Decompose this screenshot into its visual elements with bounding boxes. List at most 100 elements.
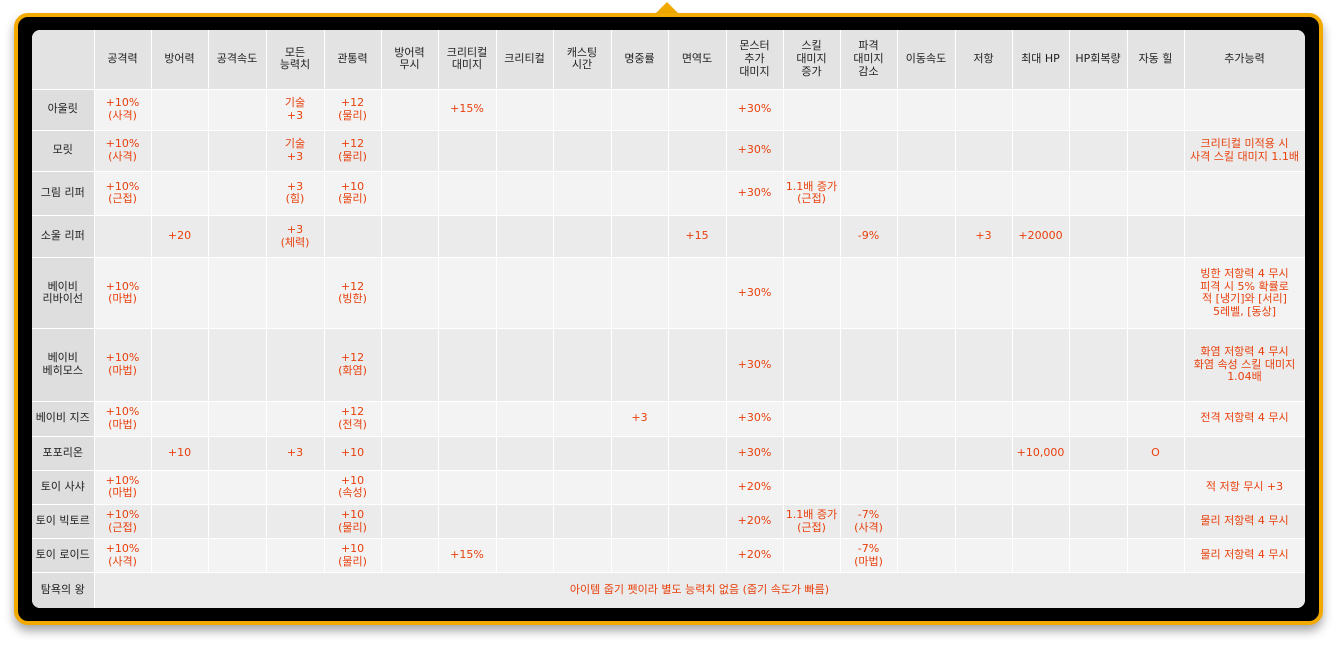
table-cell <box>381 469 439 505</box>
table-cell <box>783 129 841 172</box>
column-header: 추가능력 <box>1184 30 1305 89</box>
table-cell <box>381 435 439 471</box>
table-cell <box>381 400 439 437</box>
table-cell <box>438 170 497 216</box>
table-cell: -7% (사격) <box>840 504 898 539</box>
cell-text-line: (마법) <box>854 554 883 568</box>
table-cell <box>840 469 898 505</box>
cell-text-line: O <box>1151 446 1160 460</box>
table-cell <box>438 257 497 329</box>
cell-text-line: (물리) <box>338 108 367 122</box>
table-cell: +10% (근접) <box>94 504 152 539</box>
column-header: 몬스터 추가 대미지 <box>726 30 784 89</box>
table-cell: +10% (사격) <box>94 129 152 172</box>
table-cell <box>668 435 727 471</box>
cell-text-line: 면역도 <box>681 51 713 65</box>
cell-text-line: -7% <box>857 507 880 521</box>
table-cell: +3 <box>955 214 1013 258</box>
table-cell <box>783 214 841 258</box>
table-cell: +12 (전격) <box>324 400 382 437</box>
table-cell <box>496 435 554 471</box>
table-cell: 기술 +3 <box>266 129 325 172</box>
cell-text-line: 화염 속성 스킬 대미지 <box>1193 357 1296 371</box>
table-cell: +30% <box>726 170 784 216</box>
table-cell <box>955 88 1013 131</box>
row-name: 베이비 리바이선 <box>32 257 95 329</box>
table-cell <box>668 400 727 437</box>
table-cell <box>151 328 209 402</box>
table-cell <box>1127 469 1185 505</box>
table-cell: 1.1배 증가 (근접) <box>783 504 841 539</box>
table-cell <box>726 214 784 258</box>
table-cell <box>1127 170 1185 216</box>
cell-text-line: 크리티컬 미적용 시 <box>1200 137 1289 151</box>
table-row: 탐욕의 왕 아이템 줍기 펫이라 별도 능력치 없음 (줍기 속도가 빠름) <box>32 572 1305 608</box>
column-header: 공격력 <box>94 30 152 89</box>
table-cell <box>208 170 267 216</box>
table-cell: +15 <box>668 214 727 258</box>
table-cell: +10% (마법) <box>94 400 152 437</box>
table-cell: +20% <box>726 538 784 573</box>
table-cell <box>438 129 497 172</box>
table-cell <box>897 328 956 402</box>
cell-text-line: 대미지 <box>853 51 884 65</box>
cell-text-line: (빙한) <box>338 292 367 306</box>
table-cell <box>897 400 956 437</box>
table-cell <box>381 538 439 573</box>
row-name: 소울 리퍼 <box>32 214 95 258</box>
cell-text-line: 베이비 지즈 <box>35 411 90 425</box>
column-header: 방어력 <box>151 30 209 89</box>
table-cell <box>1012 129 1070 172</box>
cell-text-line: +30% <box>737 357 772 371</box>
table-cell <box>381 328 439 402</box>
table-cell: +30% <box>726 257 784 329</box>
table-cell <box>1069 129 1128 172</box>
table-cell <box>1012 328 1070 402</box>
table-cell <box>1127 538 1185 573</box>
table-cell <box>208 88 267 131</box>
table-cell <box>1069 170 1128 216</box>
table-cell: +10% (마법) <box>94 469 152 505</box>
cell-text-line: 시간 <box>571 58 593 72</box>
cell-text-line: 관통력 <box>337 51 368 65</box>
table-cell <box>266 469 325 505</box>
cell-text-line: 자동 힐 <box>1138 51 1173 65</box>
table-cell <box>955 400 1013 437</box>
table-cell: +12 (화염) <box>324 328 382 402</box>
table-cell <box>783 257 841 329</box>
table-cell <box>1069 214 1128 258</box>
cell-text-line: (속성) <box>338 486 367 500</box>
cell-text-line: +20% <box>737 480 772 494</box>
table-row: 소울 리퍼 +20 +3 (체력) +15 -9% +3 +20000 <box>32 214 1305 258</box>
cell-text-line: +3 <box>286 179 304 193</box>
cell-text-line: 사격 스킬 대미지 1.1배 <box>1190 149 1299 163</box>
cell-text-line: +10 <box>340 542 365 556</box>
cell-text-line: (물리) <box>338 520 367 534</box>
cell-text-line: +10,000 <box>1016 446 1065 460</box>
cell-text-line: (근접) <box>797 192 826 206</box>
cell-text-line: +10 <box>340 179 365 193</box>
cell-text-line: (사격) <box>108 108 137 122</box>
table-cell <box>1012 504 1070 539</box>
table-cell <box>783 88 841 131</box>
cell-text-line: (마법) <box>108 292 137 306</box>
column-header: 캐스팅 시간 <box>553 30 612 89</box>
table-cell <box>496 538 554 573</box>
table-cell <box>611 88 669 131</box>
table-cell <box>496 400 554 437</box>
table-cell <box>1069 88 1128 131</box>
table-cell <box>611 435 669 471</box>
table-cell <box>897 129 956 172</box>
cell-text-line: (전격) <box>338 417 367 431</box>
row-name: 베이비 베히모스 <box>32 328 95 402</box>
table-cell <box>208 435 267 471</box>
frame-notch <box>656 2 678 13</box>
table-cell <box>955 504 1013 539</box>
column-header: 면역도 <box>668 30 727 89</box>
row-name: 탐욕의 왕 <box>32 572 95 608</box>
cell-text-line: (물리) <box>338 149 367 163</box>
cell-text-line: 모릿 <box>52 143 73 157</box>
table-row: 베이비 베히모스 +10% (마법) +12 (화염) +30% 화염 저항력 4 무시 화염 … <box>32 328 1305 402</box>
table-cell <box>208 504 267 539</box>
cell-text-line: 포포리온 <box>42 446 83 460</box>
